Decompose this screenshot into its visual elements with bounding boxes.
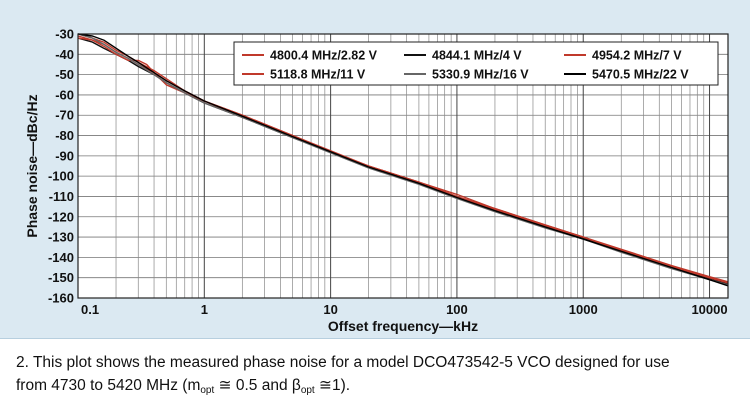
y-axis-label: Phase noise—dBc/Hz <box>24 94 40 237</box>
x-tick-label: 10 <box>323 302 337 317</box>
caption-sub-beta: opt <box>300 385 315 396</box>
y-tick-label: -30 <box>55 27 74 42</box>
caption-line-1: 2. This plot shows the measured phase no… <box>16 354 670 371</box>
legend-entry: 4844.1 MHz/4 V <box>432 49 522 63</box>
x-tick-label: 100 <box>446 302 468 317</box>
y-tick-label: -50 <box>55 67 74 82</box>
legend-entry: 5470.5 MHz/22 V <box>592 68 689 82</box>
legend-box <box>233 41 719 86</box>
y-tick-label: -160 <box>48 291 74 306</box>
y-tick-label: -100 <box>48 169 74 184</box>
series-line-6 <box>77 33 729 287</box>
y-tick-label: -70 <box>55 108 74 123</box>
x-tick-label: 1 <box>201 302 208 317</box>
y-tick-label: -80 <box>55 128 74 143</box>
y-tick-label: -110 <box>49 189 74 204</box>
legend-entry: 5330.9 MHz/16 V <box>432 68 529 82</box>
x-tick-label: 0.1 <box>81 302 99 317</box>
y-tick-label: -120 <box>48 209 74 224</box>
x-tick-label: 10000 <box>691 302 727 317</box>
y-tick-label: -130 <box>48 230 74 245</box>
x-axis-label: Offset frequency—kHz <box>328 318 478 334</box>
legend-entry: 5118.8 MHz/11 V <box>270 68 366 82</box>
caption-text-c: ≅1). <box>314 377 351 394</box>
y-tick-label: -60 <box>55 87 74 102</box>
caption-text-a: from 4730 to 5420 MHz (m <box>16 377 201 394</box>
y-tick-label: -150 <box>48 270 74 285</box>
figure-panel: -30 -40 -50 -60 -70 -80 -90 -100 -110 -120 -130 -14… <box>0 0 750 339</box>
phase-noise-chart: -30 -40 -50 -60 -70 -80 -90 -100 -110 -120 -130 -14… <box>24 27 729 334</box>
legend-entry: 4800.4 MHz/2.82 V <box>270 49 378 63</box>
y-tick-label: -140 <box>48 250 74 265</box>
legend-entry: 4954.2 MHz/7 V <box>592 49 682 63</box>
figure-caption: 2. This plot shows the measured phase no… <box>16 351 736 397</box>
y-tick-label: -40 <box>55 47 74 62</box>
y-tick-label: -90 <box>55 148 74 163</box>
caption-sub-m: opt <box>200 385 215 396</box>
caption-line-2: from 4730 to 5420 MHz (mopt ≅ 0.5 and βo… <box>16 374 736 397</box>
caption-text-b: ≅ 0.5 and β <box>214 377 301 394</box>
x-tick-label: 1000 <box>569 302 598 317</box>
plot-frame <box>77 33 729 299</box>
